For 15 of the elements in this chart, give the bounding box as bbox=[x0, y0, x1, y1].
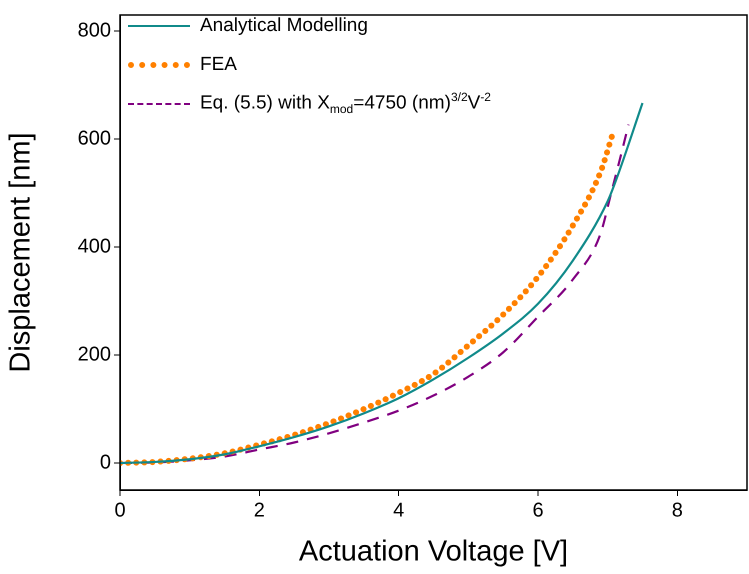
x-tick-label: 0 bbox=[114, 500, 126, 522]
y-tick-label: 400 bbox=[78, 236, 111, 258]
y-tick-label: 800 bbox=[78, 20, 111, 42]
legend-label: Eq. (5.5) with X$_{mod}$=4750 (nm)$^{3/2}$V$^{-2}$ bbox=[200, 90, 491, 117]
y-tick-label: 0 bbox=[100, 452, 111, 474]
x-axis-title: Actuation Voltage [V] bbox=[298, 536, 568, 568]
y-axis-title: Displacement [nm] bbox=[4, 132, 36, 373]
y-tick-label: 600 bbox=[78, 128, 111, 150]
x-tick-label: 8 bbox=[672, 500, 683, 522]
legend-label: FEA bbox=[200, 54, 237, 76]
x-tick-label: 6 bbox=[532, 500, 544, 522]
x-tick-label: 2 bbox=[254, 500, 265, 522]
x-tick-label: 4 bbox=[393, 500, 404, 522]
legend-label: Analytical Modelling bbox=[200, 14, 368, 36]
y-tick-label: 200 bbox=[78, 344, 111, 366]
